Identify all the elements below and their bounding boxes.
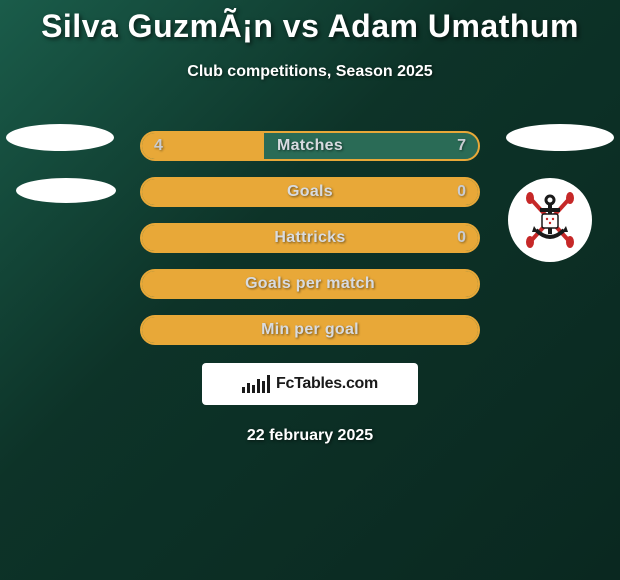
stat-row: Hattricks 0 <box>0 223 620 253</box>
stat-row: Min per goal <box>0 315 620 345</box>
stat-label: Goals per match <box>245 275 375 293</box>
stat-label: Hattricks <box>274 229 345 247</box>
comparison-infographic: Silva GuzmÃ¡n vs Adam Umathum Club compe… <box>0 0 620 445</box>
page-title: Silva GuzmÃ¡n vs Adam Umathum <box>0 8 620 45</box>
page-subtitle: Club competitions, Season 2025 <box>0 63 620 81</box>
brand-text: FcTables.com <box>276 375 378 393</box>
stat-bar-track: Goals per match <box>140 269 480 299</box>
stat-row: Goals 0 <box>0 177 620 207</box>
stat-row: Matches 4 7 <box>0 131 620 161</box>
stat-value-left: 4 <box>154 137 163 155</box>
stats-container: Matches 4 7 Goals 0 Hattricks 0 Goals per match… <box>0 131 620 345</box>
stat-row: Goals per match <box>0 269 620 299</box>
stat-value-right: 0 <box>457 229 466 247</box>
bar-chart-icon <box>242 375 270 393</box>
stat-bar-track: Hattricks 0 <box>140 223 480 253</box>
stat-value-right: 0 <box>457 183 466 201</box>
stat-value-right: 7 <box>457 137 466 155</box>
brand-box: FcTables.com <box>202 363 418 405</box>
stat-label: Min per goal <box>261 321 359 339</box>
stat-label: Matches <box>277 137 343 155</box>
stat-label: Goals <box>287 183 333 201</box>
stat-bar-track: Goals 0 <box>140 177 480 207</box>
stat-bar-track: Min per goal <box>140 315 480 345</box>
stat-bar-track: Matches 4 7 <box>140 131 480 161</box>
date-label: 22 february 2025 <box>0 427 620 445</box>
